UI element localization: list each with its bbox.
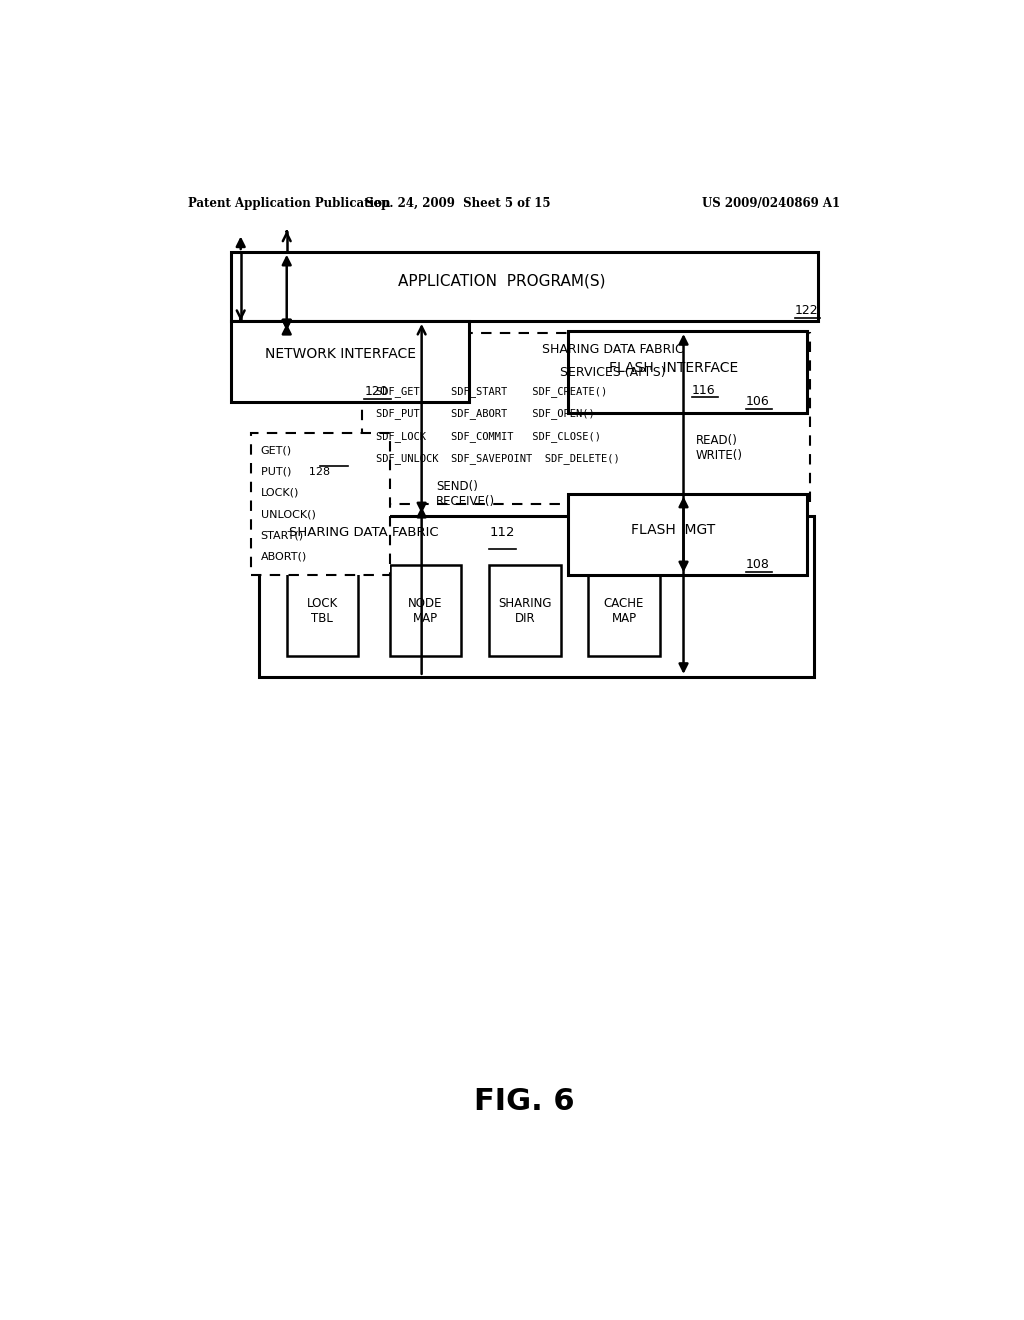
Text: FLASH  MGT: FLASH MGT (631, 524, 716, 537)
Text: Patent Application Publication: Patent Application Publication (187, 197, 390, 210)
Text: GET(): GET() (260, 445, 292, 455)
Text: SHARING
DIR: SHARING DIR (498, 597, 552, 624)
Text: 106: 106 (745, 396, 770, 408)
Text: 108: 108 (745, 558, 770, 572)
Bar (231, 321, 469, 403)
Bar (489, 565, 560, 656)
Text: SDF_LOCK    SDF_COMMIT   SDF_CLOSE(): SDF_LOCK SDF_COMMIT SDF_CLOSE() (377, 430, 601, 442)
Bar (390, 565, 462, 656)
Bar (259, 516, 814, 677)
Bar (287, 565, 358, 656)
Text: UNLOCK(): UNLOCK() (260, 510, 315, 519)
Text: NODE
MAP: NODE MAP (409, 597, 442, 624)
Text: SDF_UNLOCK  SDF_SAVEPOINT  SDF_DELETE(): SDF_UNLOCK SDF_SAVEPOINT SDF_DELETE() (377, 453, 621, 465)
Bar (568, 494, 807, 576)
Text: 116: 116 (691, 384, 716, 397)
Text: SHARING DATA FABRIC: SHARING DATA FABRIC (289, 527, 438, 540)
Text: CACHE
MAP: CACHE MAP (604, 597, 644, 624)
Text: SEND()
RECEIVE(): SEND() RECEIVE() (436, 479, 495, 508)
Text: 122: 122 (795, 304, 818, 317)
Text: READ()
WRITE(): READ() WRITE() (695, 434, 742, 462)
Text: US 2009/0240869 A1: US 2009/0240869 A1 (701, 197, 840, 210)
Text: START(): START() (260, 531, 304, 540)
Bar (251, 433, 390, 576)
Text: LOCK
TBL: LOCK TBL (307, 597, 338, 624)
Text: FLASH  INTERFACE: FLASH INTERFACE (608, 360, 738, 375)
Text: ABORT(): ABORT() (260, 552, 307, 562)
Text: PUT()     128: PUT() 128 (260, 466, 330, 477)
Text: Sep. 24, 2009  Sheet 5 of 15: Sep. 24, 2009 Sheet 5 of 15 (365, 197, 550, 210)
Bar (231, 252, 818, 321)
Text: SERVICES (API'S): SERVICES (API'S) (560, 366, 666, 379)
Text: FIG. 6: FIG. 6 (474, 1088, 575, 1117)
Bar (568, 331, 807, 412)
Text: 112: 112 (489, 527, 515, 540)
Text: APPLICATION  PROGRAM(S): APPLICATION PROGRAM(S) (397, 273, 605, 289)
Text: NETWORK INTERFACE: NETWORK INTERFACE (265, 347, 416, 360)
Text: LOCK(): LOCK() (260, 487, 299, 498)
Text: SDF_GET     SDF_START    SDF_CREATE(): SDF_GET SDF_START SDF_CREATE() (377, 385, 607, 397)
Text: SHARING DATA FABRIC: SHARING DATA FABRIC (543, 343, 684, 356)
Bar (588, 565, 659, 656)
Bar (362, 333, 810, 504)
Text: 120: 120 (365, 385, 388, 399)
Text: SDF_PUT     SDF_ABORT    SDF_OPEN(): SDF_PUT SDF_ABORT SDF_OPEN() (377, 408, 595, 420)
